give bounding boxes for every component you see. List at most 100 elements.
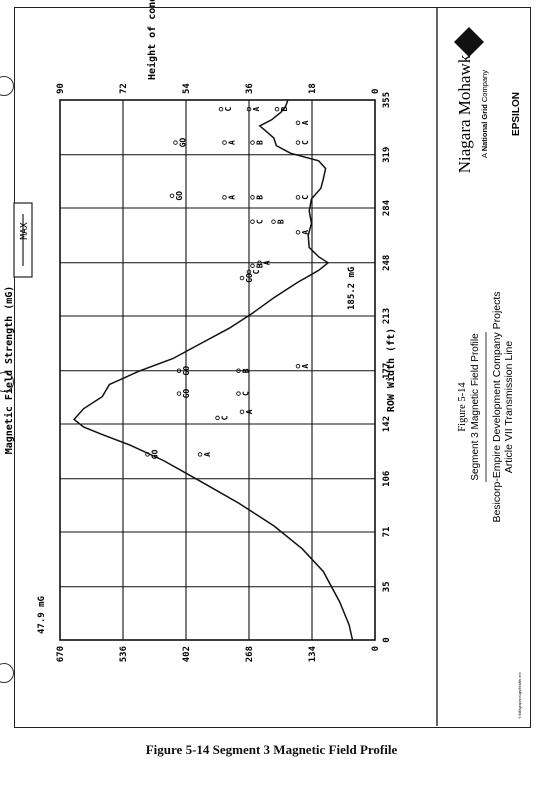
- conductor-point: [236, 391, 241, 396]
- conductor-point: [250, 263, 255, 269]
- y-axis-label: Magnetic Field Strength (mG): [3, 286, 15, 455]
- figure-title: Segment 3 Magnetic Field Profile: [470, 333, 481, 481]
- y-tick-label: 670: [56, 646, 66, 662]
- x-tick-label: 106: [382, 471, 392, 487]
- conductor-point: [274, 106, 280, 112]
- engineer-logo: EPSILON: [511, 92, 522, 136]
- company-name: Niagara Mohawk: [455, 54, 474, 173]
- conductor-label: C: [256, 219, 265, 224]
- conductor-label: B: [256, 140, 265, 145]
- conductor-label: A: [203, 452, 212, 457]
- y-tick-label: 0: [371, 646, 381, 651]
- conductor-label: C: [301, 140, 310, 145]
- project-line-2: Article VII Transmission Line: [503, 341, 515, 474]
- x-tick-label: 71: [382, 527, 392, 538]
- conductor-point: [295, 363, 301, 369]
- legend-label: MAX: [19, 222, 30, 239]
- figure-caption: Figure 5-14 Segment 3 Magnetic Field Pro…: [145, 742, 398, 757]
- conductor-label: B: [280, 107, 289, 112]
- conductor-point: [222, 140, 227, 145]
- conductor-point: [295, 230, 301, 235]
- conductor-label: A: [263, 260, 272, 265]
- gridlines: [60, 100, 375, 640]
- conductor-point: [239, 275, 245, 281]
- series-line-max: [73, 99, 354, 641]
- conductor-label: A: [301, 120, 310, 125]
- y-tick-label: 402: [182, 646, 192, 662]
- conductor-label: A: [245, 409, 254, 414]
- conductor-point: [295, 195, 301, 200]
- conductor-label: B: [242, 368, 251, 373]
- conductor-label: A: [252, 107, 261, 112]
- conductor-point: [246, 269, 252, 275]
- conductor-label: GO: [175, 191, 184, 201]
- conductor-point: [246, 106, 252, 112]
- conductor-label: C: [224, 107, 233, 112]
- right-end-annotation: 185.2 mG: [347, 267, 357, 310]
- y2-tick-label: 90: [56, 83, 66, 94]
- conductor-point: [250, 219, 255, 224]
- y2-axis-label: Height of conductors (ft): [146, 0, 158, 80]
- x-tick-label: 319: [382, 147, 392, 163]
- x-tick-label: 142: [382, 416, 392, 432]
- tick-labels: 0357110614217721324828431935501342684025…: [56, 83, 392, 663]
- x-tick-label: 35: [382, 581, 392, 592]
- conductor-label: A: [228, 195, 237, 200]
- conductor-label: C: [221, 415, 230, 420]
- conductor-point: [197, 452, 203, 457]
- conductor-point: [173, 140, 178, 145]
- y-tick-label: 536: [119, 646, 129, 662]
- conductor-label: B: [256, 263, 265, 268]
- conductor-label: A: [301, 230, 310, 235]
- conductor-label: GO: [245, 273, 254, 283]
- y2-tick-label: 18: [308, 83, 318, 94]
- binder-ring-top: [0, 76, 14, 96]
- conductor-label: GO: [182, 389, 191, 399]
- conductor-point: [145, 452, 150, 457]
- conductor-label: C: [301, 195, 310, 200]
- y2-tick-label: 0: [371, 89, 381, 94]
- x-tick-label: 284: [382, 199, 392, 216]
- conductor-point: [176, 368, 182, 374]
- plot-border: [59, 99, 376, 641]
- x-tick-label: 0: [382, 637, 392, 642]
- conductor-label: C: [252, 269, 261, 274]
- x-tick-label: 177: [382, 363, 392, 379]
- conductor-point: [239, 409, 245, 415]
- y2-tick-label: 72: [119, 83, 129, 94]
- conductor-point: [176, 391, 182, 396]
- conductor-point: [222, 195, 227, 200]
- conductor-label: C: [242, 391, 251, 396]
- conductor-point: [295, 120, 301, 126]
- conductor-label: A: [228, 140, 237, 145]
- conductor-point: [295, 140, 301, 145]
- conductor-label: B: [277, 219, 286, 224]
- y2-tick-label: 36: [245, 83, 255, 94]
- binder-ring-bottom: [0, 663, 14, 683]
- y-tick-label: 268: [245, 646, 255, 662]
- title-panel: Figure 5-14 Segment 3 Magnetic Field Pro…: [454, 27, 522, 719]
- edge-note: Y:\NM\graphics\gis\field\fs mrc: [518, 672, 522, 719]
- conductor-point: [250, 195, 255, 200]
- x-axis-label: ROW Width (ft): [385, 328, 397, 412]
- conductor-point: [250, 140, 255, 145]
- project-line-1: Besicorp-Empire Development Company Proj…: [491, 291, 503, 522]
- figure-number: Figure 5-14: [457, 382, 468, 432]
- conductor-label: A: [301, 364, 310, 369]
- conductor-point: [271, 219, 276, 224]
- conductor-point: [169, 193, 175, 199]
- x-tick-label: 355: [382, 92, 392, 108]
- binder-ring-middle: [0, 372, 14, 392]
- legend: MAX: [13, 202, 33, 278]
- conductor-label: B: [256, 195, 265, 200]
- conductor-point: [218, 106, 224, 112]
- conductor-point: [236, 368, 241, 374]
- conductor-point: [257, 260, 262, 266]
- conductor-label: GO: [151, 449, 160, 459]
- conductor-label: GO: [182, 366, 191, 376]
- x-tick-label: 213: [382, 308, 392, 324]
- x-tick-label: 248: [382, 255, 392, 271]
